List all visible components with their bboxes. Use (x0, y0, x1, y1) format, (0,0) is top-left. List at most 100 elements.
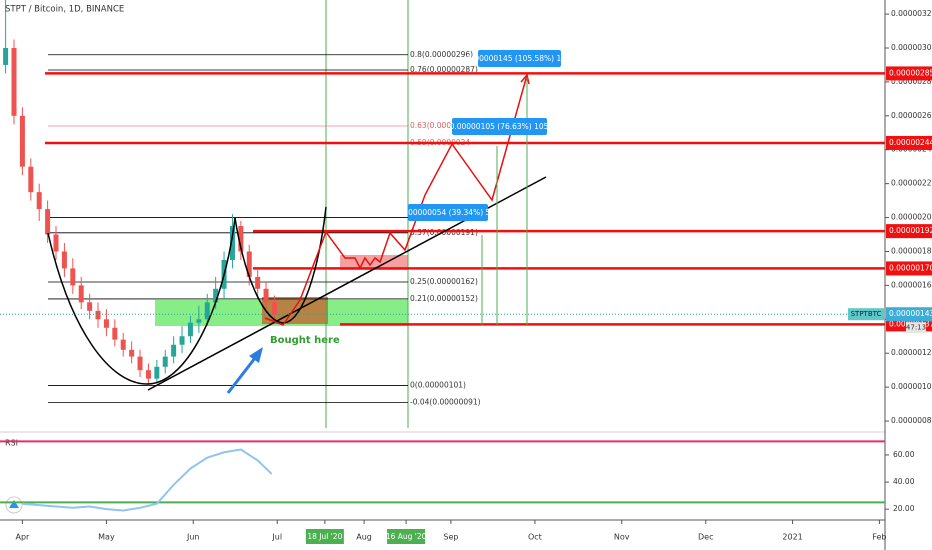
info-text: 0.00000054 (39.34%) 54 (401, 208, 495, 217)
pointer-arrow (226, 357, 257, 394)
rsi-y-tick-label: 20.00 (893, 504, 915, 513)
y-tick-label: 0.00000260 (891, 111, 932, 120)
x-tick-label: Jul (271, 533, 282, 542)
y-tick-label: 0.00000080 (891, 416, 932, 425)
y-tick-label: 0.00000200 (891, 213, 932, 222)
info-text: 0.00000105 (76.63%) 105 (450, 122, 549, 131)
projection-path (264, 74, 528, 326)
candle-body (78, 285, 84, 303)
fib-label: 0(0.00000101) (410, 380, 466, 389)
pointer-arrowhead (249, 347, 263, 363)
price-levels (45, 72, 885, 326)
candle-body (103, 319, 109, 328)
candle-body (19, 115, 25, 167)
info-text: 0.00000145 (105.58%) 145 (467, 54, 571, 63)
resistance-zone (340, 255, 408, 270)
symbol-label: STPTBTC (851, 310, 882, 318)
rsi-title: RSI (5, 439, 18, 448)
x-tick-highlight (387, 529, 426, 544)
candle-body (36, 192, 42, 210)
candle-body (87, 302, 93, 311)
candle-body (213, 288, 219, 303)
candle-body (53, 234, 59, 252)
fib-label: 0.25(0.00000162) (410, 277, 478, 286)
x-tick-label: Dec (698, 533, 713, 542)
candle-body (171, 344, 177, 357)
x-tick-label: Jun (186, 533, 200, 542)
y-tick-label: 0.00000300 (891, 43, 932, 52)
y-tick-label: 0.00000120 (891, 348, 932, 357)
candle-body (61, 251, 67, 269)
x-tick-highlight (305, 529, 344, 544)
y-tick-label: 0.00000180 (891, 246, 932, 255)
x-tick-label: 16 Aug '20 (386, 532, 427, 541)
logo (5, 496, 23, 514)
fib-label: 0.76(0.00000287) (410, 65, 478, 74)
x-tick-label: Oct (528, 533, 542, 542)
candle-body (246, 251, 252, 277)
level-label: 0.00000192 (889, 226, 932, 235)
fib-label: 0.63(0.00000 (410, 121, 461, 130)
handle-curve (234, 206, 327, 324)
candle-body (112, 327, 118, 340)
level-tag (886, 135, 932, 150)
info-box (452, 118, 547, 135)
candle-body (187, 322, 193, 337)
x-tick-label: Sep (443, 533, 458, 542)
candle-body (179, 336, 185, 345)
candle-body (70, 268, 76, 286)
level-tag (886, 66, 932, 81)
fib-label: 0.8(0.00000296) (410, 50, 473, 59)
candle-body (120, 339, 126, 350)
info-box (408, 204, 488, 221)
cup-curve (47, 217, 236, 385)
candle-body (45, 209, 51, 235)
countdown-label: 47:13 (906, 324, 926, 332)
y-tick-label: 0.00000100 (891, 382, 932, 391)
candle-body (145, 370, 151, 379)
y-tick-label: 0.00000320 (891, 9, 932, 18)
candle-body (137, 356, 143, 371)
candle-body (28, 166, 34, 193)
candle-body (3, 47, 9, 65)
x-tick-label: May (98, 533, 115, 542)
level-label: 0.00000285 (889, 68, 932, 77)
candle-body (11, 47, 17, 116)
price-label: 0.00000143 (889, 309, 932, 318)
level-label: 0.00000244 (889, 138, 932, 147)
level-tag (886, 261, 932, 276)
x-tick-label: 2021 (782, 533, 802, 542)
candle-body (255, 276, 261, 289)
candle-body (204, 302, 210, 320)
candle-body (196, 319, 202, 323)
level-label: 0.00000170 (889, 263, 932, 272)
y-tick-label: 0.00000280 (891, 77, 932, 86)
chart-title: STPT / Bitcoin, 1D, BINANCE (5, 5, 124, 15)
candle-body (162, 356, 168, 367)
candle-body (238, 226, 244, 252)
projection-arrowhead (520, 73, 530, 85)
candle-body (154, 366, 160, 379)
x-tick-label: Apr (15, 533, 30, 542)
rsi-y-tick-label: 60.00 (893, 450, 915, 459)
symbol-tag (848, 308, 884, 321)
candle-body (271, 302, 277, 315)
y-tick-label: 0.00000220 (891, 179, 932, 188)
annotation: Bought here (270, 335, 340, 346)
candle-body (263, 288, 269, 303)
price-tag (886, 307, 932, 322)
drawings: 0.00000145 (105.58%) 145 0.00000105 (76.… (47, 50, 571, 394)
rsi-y-tick-label: 40.00 (893, 477, 915, 486)
candle-body (129, 349, 135, 357)
rsi-line (22, 448, 273, 512)
x-tick-label: Feb (872, 533, 886, 542)
candle-body (95, 310, 101, 320)
countdown-tag (906, 322, 926, 334)
level-tag (886, 224, 932, 239)
candle-body (229, 226, 235, 260)
x-tick-label: Nov (614, 533, 630, 542)
info-box (478, 50, 561, 67)
x-tick-label: Aug (356, 533, 372, 542)
